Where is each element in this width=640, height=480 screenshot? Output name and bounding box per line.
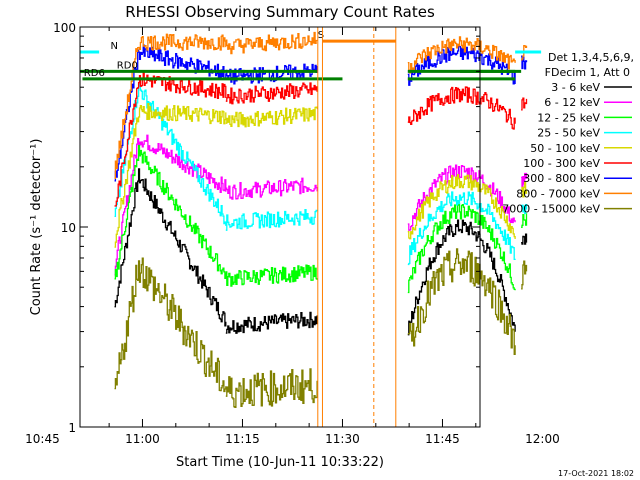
y-tick-label-1: 1 [68,421,76,435]
x-tick-label-1: 10:45 [25,432,60,446]
x-tick-label-6: 12:00 [525,432,560,446]
x-tick-label-5: 11:45 [425,432,460,446]
series-line-8 [114,31,528,180]
flag-label-rd6: RD6 [84,68,105,79]
flag-label-n: N [110,41,117,52]
y-tick-label-3: 100 [53,21,76,35]
series-line-4 [114,82,528,266]
series-line-9 [114,248,528,409]
legend-label-1: 3 - 6 keV [551,81,600,94]
legend-label-9: 7000 - 15000 keV [502,203,600,216]
legend-label-7: 300 - 800 keV [523,172,600,185]
x-tick-label-3: 11:15 [225,432,260,446]
series-line-6 [114,71,528,207]
legend-header-2: FDecim 1, Att 0 [545,66,630,79]
legend-header-1: Det 1,3,4,5,6,9, [548,51,634,64]
legend-label-4: 25 - 50 keV [537,127,600,140]
series-line-7 [114,44,528,182]
x-axis-label: Start Time (10-Jun-11 10:33:22) [176,455,384,470]
legend: 3 - 6 keV 6 - 12 keV 12 - 25 keV 25 - 50 ke… [502,81,632,216]
x-tick-label-2: 11:00 [125,432,160,446]
legend-label-3: 12 - 25 keV [537,111,600,124]
legend-label-5: 50 - 100 keV [530,142,600,155]
flag-label-rd0: RD0 [117,60,138,71]
legend-label-2: 6 - 12 keV [544,96,600,109]
tick-layer: 10:45 11:00 11:15 11:30 11:45 12:00 1 10 100 [25,21,560,446]
y-tick-label-2: 10 [61,221,76,235]
legend-label-8: 800 - 7000 keV [516,187,600,200]
legend-label-6: 100 - 300 keV [523,157,600,170]
series-line-1 [114,168,528,336]
chart-title: RHESSI Observing Summary Count Rates [125,3,435,21]
x-tick-label-4: 11:30 [325,432,360,446]
series-line-2 [114,134,528,276]
flag-label-s: S [318,30,324,41]
y-axis-label: Count Rate (s⁻¹ detector⁻¹) [29,139,44,316]
series-line-5 [114,103,528,248]
series-line-3 [114,145,528,294]
generation-stamp: 17-Oct-2021 18:02 [558,469,634,478]
